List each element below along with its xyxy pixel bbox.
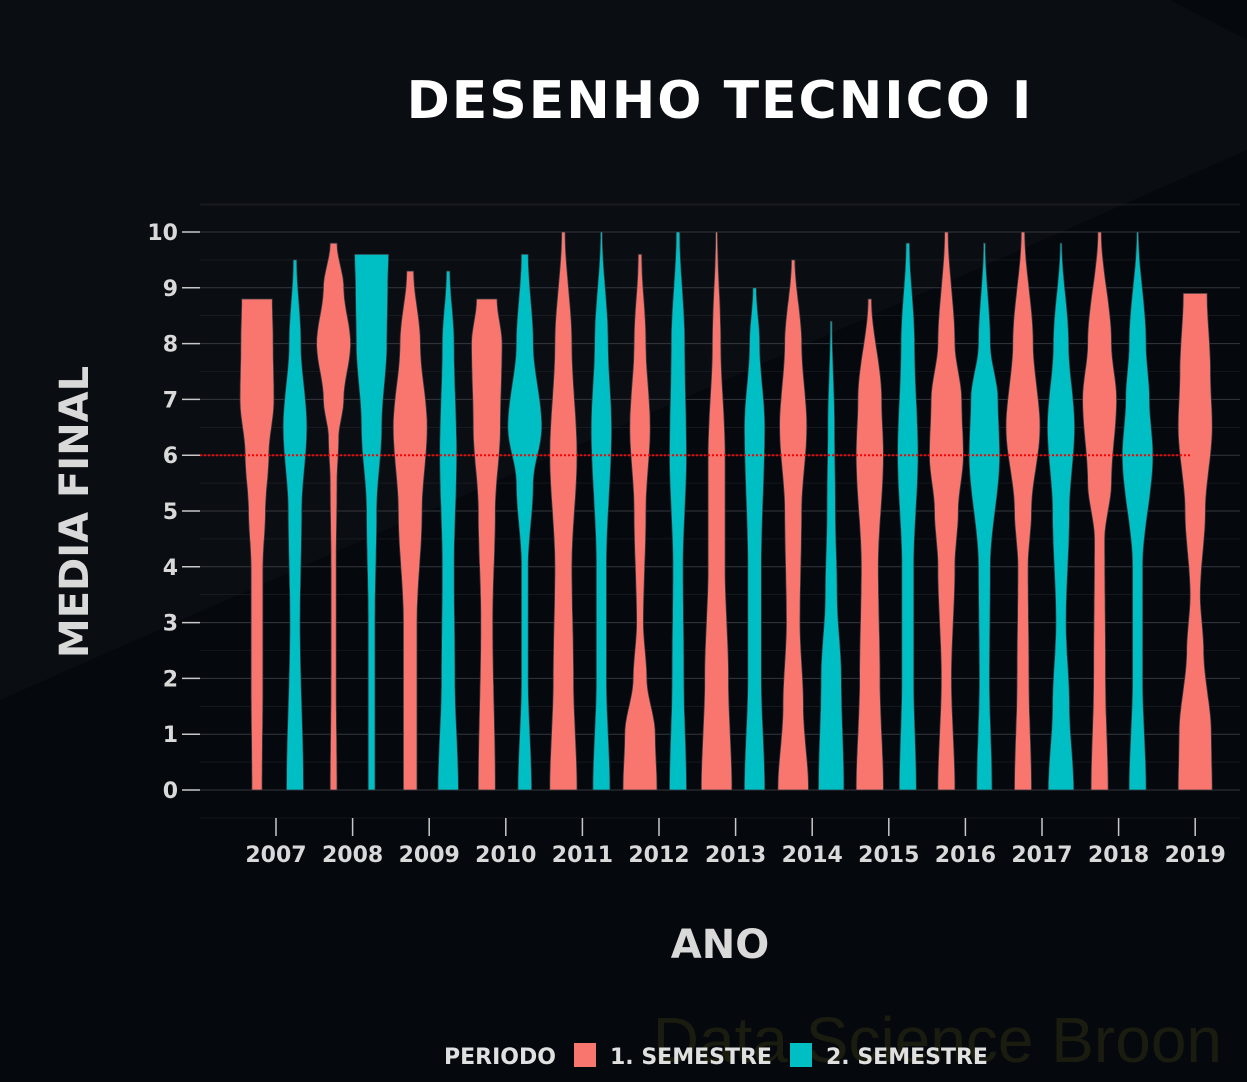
y-axis-title: MEDIA FINAL <box>52 366 98 658</box>
watermark: Data Science Broon <box>653 1004 1222 1076</box>
x-tick-label: 2009 <box>399 843 460 868</box>
x-tick-label: 2016 <box>935 843 996 868</box>
violin-s2-2012 <box>669 231 687 791</box>
x-tick-label: 2018 <box>1088 843 1149 868</box>
x-tick-label: 2007 <box>245 843 306 868</box>
x-tick-label: 2019 <box>1165 843 1226 868</box>
y-tick-label: 7 <box>163 388 178 413</box>
x-axis-title: ANO <box>671 922 769 968</box>
y-tick-label: 1 <box>163 723 178 748</box>
violin-s2-2016 <box>968 242 1001 791</box>
y-tick-label: 3 <box>163 612 178 637</box>
x-tick-label: 2011 <box>552 843 613 868</box>
violin-s2-2007 <box>282 259 308 791</box>
y-tick-label: 4 <box>163 556 178 581</box>
violin-s2-2010 <box>507 253 543 791</box>
violin-s1-2008 <box>316 242 352 791</box>
x-axis-ticks: 2007 2008 2009 2010 2011 2012 2013 2014 2015 2016… <box>245 818 1226 868</box>
violin-s1-2016 <box>928 231 964 791</box>
x-tick-label: 2013 <box>705 843 766 868</box>
violin-s2-2015 <box>897 242 919 791</box>
x-tick-label: 2008 <box>322 843 383 868</box>
x-tick-label: 2015 <box>858 843 919 868</box>
x-tick-label: 2014 <box>782 843 843 868</box>
violin-s2-2008 <box>354 253 390 791</box>
violin-marks <box>239 231 1213 791</box>
x-tick-label: 2012 <box>628 843 689 868</box>
violin-s1-2019 <box>1177 293 1213 791</box>
violin-s2-2017 <box>1046 242 1076 791</box>
violin-s2-2018 <box>1121 231 1154 791</box>
legend-title: PERIODO <box>444 1045 556 1070</box>
violin-s2-2011 <box>590 231 612 791</box>
y-tick-label: 5 <box>163 500 178 525</box>
legend-label-s2: 2. SEMESTRE <box>826 1045 988 1070</box>
legend-swatch-s2 <box>790 1043 812 1067</box>
y-tick-label: 9 <box>163 277 178 302</box>
y-tick-label: 6 <box>163 444 178 469</box>
violin-s1-2011 <box>549 231 578 791</box>
y-tick-label: 0 <box>163 779 178 804</box>
violin-s1-2012 <box>622 253 658 791</box>
violin-s1-2015 <box>855 298 884 791</box>
legend: PERIODO 1. SEMESTRE 2. SEMESTRE <box>444 1043 988 1070</box>
violin-s1-2010 <box>471 298 503 791</box>
y-tick-label: 8 <box>163 333 178 358</box>
violin-s2-2009 <box>437 270 459 791</box>
x-tick-label: 2010 <box>475 843 536 868</box>
x-tick-label: 2017 <box>1011 843 1072 868</box>
violin-s1-2007 <box>239 298 275 791</box>
y-tick-label: 10 <box>147 221 178 246</box>
violin-s1-2017 <box>1005 231 1041 791</box>
violin-s2-2014 <box>817 320 845 791</box>
violin-s1-2013 <box>700 231 733 791</box>
y-tick-label: 2 <box>163 667 178 692</box>
chart-title: DESENHO TECNICO I <box>407 71 1034 131</box>
violin-s1-2009 <box>392 270 428 791</box>
violin-s2-2013 <box>744 287 766 791</box>
violin-s1-2018 <box>1082 231 1118 791</box>
legend-label-s1: 1. SEMESTRE <box>610 1045 772 1070</box>
y-axis-ticks: 0 1 2 3 4 5 6 7 8 9 10 <box>147 221 200 804</box>
violin-s1-2014 <box>777 259 809 791</box>
legend-swatch-s1 <box>574 1043 596 1067</box>
background-panel-shade <box>0 0 1247 700</box>
